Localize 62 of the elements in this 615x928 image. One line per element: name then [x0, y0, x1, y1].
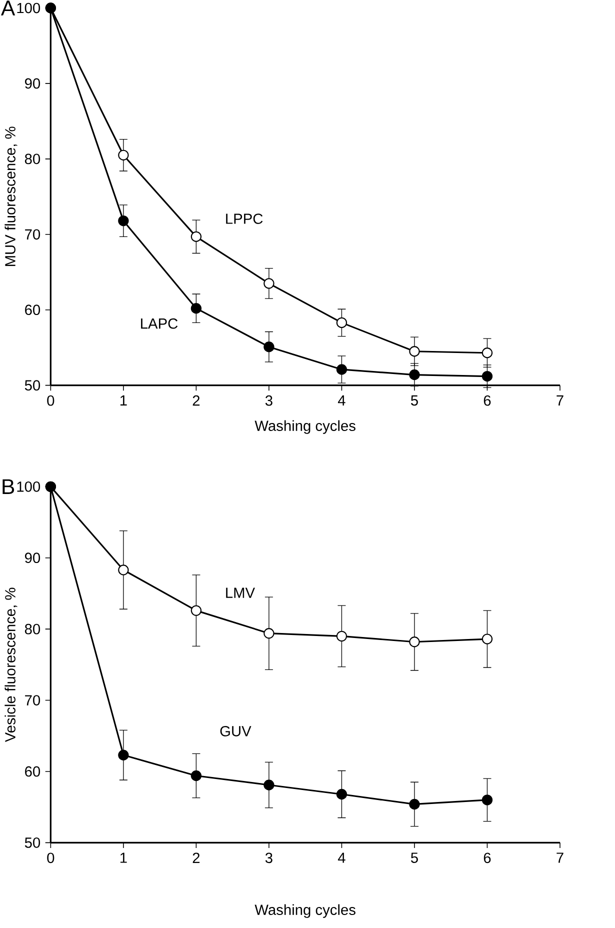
y-tick-label: 100 [17, 481, 40, 492]
y-tick-label: 100 [17, 2, 40, 14]
point [336, 364, 348, 375]
y-tick-label: 70 [25, 695, 40, 706]
x-tick-label: 6 [484, 395, 491, 406]
point [190, 303, 202, 314]
point [264, 780, 274, 790]
y-tick-label: 90 [25, 78, 40, 89]
x-tick-label: 0 [47, 852, 54, 864]
point [336, 317, 348, 328]
point [264, 342, 274, 352]
series-label: LMV [226, 588, 255, 598]
point [409, 346, 420, 357]
x-tick-label: 4 [338, 395, 346, 406]
y-axis-title: Vesicle fluorescence, % [4, 588, 18, 742]
y-tick-label: 80 [24, 624, 40, 634]
x-tick-label: 7 [556, 852, 564, 863]
point [190, 770, 202, 782]
point [482, 370, 493, 382]
point [118, 750, 129, 760]
point [336, 630, 348, 642]
y-tick-label: 90 [25, 552, 40, 564]
chart-title: B [2, 479, 14, 494]
x-tick-label: 0 [47, 395, 54, 406]
x-tick-label: 2 [192, 395, 200, 406]
point [190, 605, 202, 616]
series-label: LPPC [226, 214, 263, 224]
x-tick-label: 1 [120, 852, 127, 863]
point [482, 794, 493, 806]
point [482, 634, 493, 644]
point [118, 215, 129, 226]
x-tick-label: 6 [484, 852, 491, 864]
y-tick-label: 50 [24, 837, 40, 848]
point [409, 636, 420, 648]
x-tick-label: 5 [410, 852, 418, 863]
x-tick-label: 5 [410, 395, 418, 406]
x-tick-label: 1 [120, 395, 127, 406]
point [409, 798, 420, 810]
x-axis-title: Washing cycles [254, 420, 356, 434]
point [118, 150, 129, 160]
x-axis-title: Washing cycles [254, 904, 356, 918]
point [409, 369, 420, 380]
y-axis-title: MUV fluorescence, % [4, 126, 18, 266]
point [264, 278, 274, 289]
point [190, 231, 202, 242]
x-tick-label: 3 [265, 852, 272, 864]
y-tick-label: 60 [25, 304, 40, 316]
y-tick-label: 80 [24, 154, 40, 164]
point [336, 788, 348, 800]
x-tick-label: 4 [338, 852, 346, 863]
point [264, 628, 274, 639]
point [118, 564, 129, 576]
y-tick-label: 50 [24, 380, 40, 391]
x-tick-label: 7 [556, 395, 564, 406]
y-tick-label: 60 [25, 766, 40, 777]
point [482, 348, 493, 358]
text: GUV [220, 726, 252, 736]
y-tick-label: 70 [25, 229, 40, 240]
x-tick-label: 3 [265, 395, 272, 406]
series-label: LAPC [141, 318, 178, 329]
chart-title: A [0, 0, 16, 16]
x-tick-label: 2 [192, 852, 200, 863]
